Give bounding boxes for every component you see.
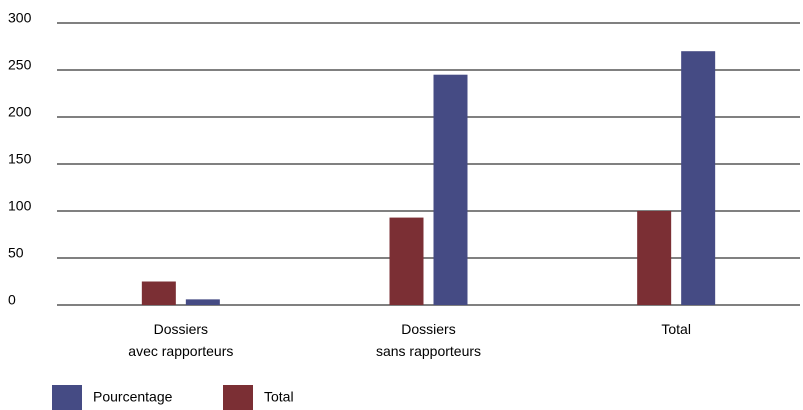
y-tick-label: 50: [8, 245, 24, 261]
bar: [433, 74, 468, 305]
legend-label: Total: [264, 389, 294, 405]
y-tick-label: 150: [8, 151, 32, 167]
y-tick-label: 250: [8, 57, 32, 73]
legend-label: Pourcentage: [93, 389, 173, 405]
y-tick-label: 0: [8, 292, 16, 308]
y-tick-label: 100: [8, 198, 32, 214]
x-tick-label: Dossiers sans rapporteurs: [375, 321, 482, 359]
bar: [141, 281, 176, 305]
bar: [389, 217, 424, 305]
y-tick-label: 200: [8, 104, 32, 120]
x-tick-label: Total: [661, 321, 691, 337]
bar: [637, 211, 672, 305]
legend-swatch: [52, 385, 82, 410]
y-tick-label: 300: [8, 10, 32, 26]
legend-swatch: [223, 385, 253, 410]
bar: [185, 299, 220, 305]
x-tick-label: Dossiers avec rapporteurs: [128, 321, 234, 359]
bar: [681, 51, 716, 306]
